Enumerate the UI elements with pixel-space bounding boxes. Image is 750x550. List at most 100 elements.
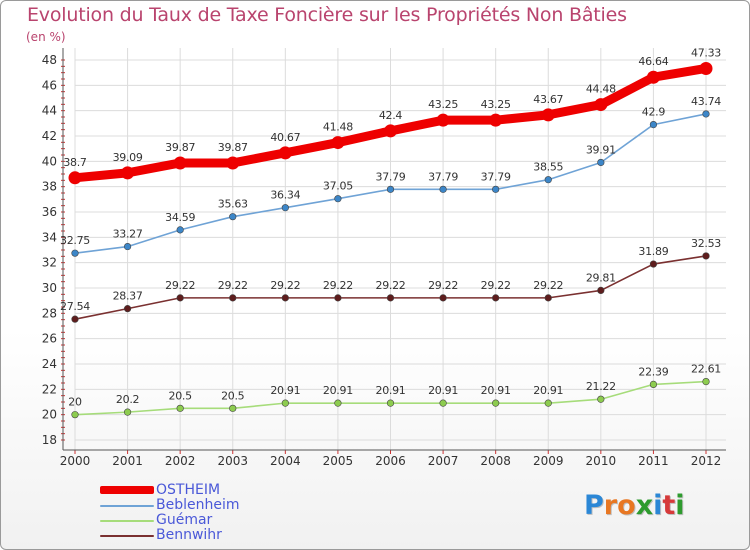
data-label-bennwihr: 31.89 (638, 245, 668, 258)
x-tick-label: 2000 (60, 454, 91, 468)
data-label-ostheim: 41.48 (323, 121, 353, 134)
legend-swatch-ostheim (100, 486, 154, 494)
data-label-beblenheim: 35.63 (218, 198, 248, 211)
data-point-gu-mar (176, 404, 184, 412)
logo-letter: o (617, 490, 636, 521)
data-label-gu-mar: 20.5 (221, 389, 245, 402)
data-point-bennwihr (386, 294, 395, 302)
y-tick-label: 42 (42, 129, 57, 143)
data-point-gu-mar (649, 380, 658, 388)
data-point-ostheim (489, 113, 503, 127)
data-point-beblenheim (71, 249, 79, 257)
data-label-beblenheim: 39.91 (586, 143, 616, 156)
data-label-gu-mar: 20.2 (116, 393, 139, 406)
x-tick-label: 2006 (375, 454, 406, 468)
data-point-ostheim (541, 108, 555, 122)
data-point-gu-mar (71, 411, 79, 419)
logo-letter: x (635, 490, 654, 521)
legend-label-gu-mar: Guémar (156, 512, 213, 528)
data-point-gu-mar (229, 404, 237, 412)
data-label-ostheim: 40.67 (270, 131, 300, 144)
data-point-beblenheim (597, 158, 605, 167)
data-label-ostheim: 43.25 (428, 98, 458, 111)
data-point-beblenheim (281, 204, 289, 212)
y-tick-label: 32 (42, 256, 57, 270)
data-label-ostheim: 39.09 (113, 151, 143, 164)
data-point-bennwihr (123, 305, 132, 313)
data-label-gu-mar: 20.91 (270, 384, 300, 397)
legend-swatch-beblenheim (100, 505, 154, 507)
y-tick-label: 48 (42, 53, 57, 67)
x-tick-label: 2002 (165, 454, 196, 468)
data-point-beblenheim (492, 185, 500, 193)
x-tick-label: 2004 (270, 454, 301, 468)
data-label-gu-mar: 20.91 (376, 384, 406, 397)
data-label-gu-mar: 20.91 (481, 384, 511, 397)
data-point-bennwihr (71, 315, 79, 323)
data-point-beblenheim (176, 226, 184, 234)
y-axis-unit-label: (en %) (26, 30, 66, 44)
data-point-bennwihr (334, 294, 342, 302)
x-tick-label: 2011 (638, 454, 669, 468)
data-label-bennwihr: 29.22 (533, 279, 563, 292)
y-tick-label: 30 (42, 281, 57, 295)
data-point-beblenheim (386, 185, 395, 193)
data-label-ostheim: 38.7 (63, 156, 87, 169)
data-label-gu-mar: 22.61 (691, 363, 721, 376)
data-label-beblenheim: 38.55 (533, 161, 563, 174)
y-tick-label: 28 (42, 306, 57, 320)
data-point-gu-mar (281, 399, 289, 407)
data-point-ostheim (68, 171, 82, 185)
data-label-beblenheim: 37.05 (323, 180, 353, 193)
data-label-beblenheim: 37.79 (376, 170, 406, 183)
data-label-gu-mar: 22.39 (638, 365, 668, 378)
data-label-bennwihr: 29.22 (481, 279, 511, 292)
legend-label-ostheim: OSTHEIM (156, 482, 221, 498)
data-label-ostheim: 42.4 (379, 109, 403, 122)
y-tick-label: 26 (42, 332, 57, 346)
data-point-bennwihr (649, 260, 658, 268)
data-label-gu-mar: 20.5 (169, 389, 193, 402)
data-point-beblenheim (649, 120, 658, 129)
data-label-ostheim: 39.87 (218, 141, 248, 154)
logo-letter: i (675, 490, 685, 521)
x-tick-label: 2012 (691, 454, 722, 468)
data-label-gu-mar: 21.22 (586, 380, 616, 393)
y-tick-label: 40 (42, 154, 57, 168)
grid (74, 48, 726, 450)
legend-swatch-bennwihr (100, 535, 154, 537)
data-label-ostheim: 43.25 (481, 98, 511, 111)
legend-swatch-gu-mar (100, 520, 154, 522)
data-point-ostheim (436, 113, 450, 127)
data-label-beblenheim: 32.75 (60, 234, 90, 247)
data-point-ostheim (121, 166, 135, 180)
data-point-ostheim (173, 156, 187, 170)
data-label-ostheim: 46.64 (638, 55, 668, 68)
logo-letter: P (584, 490, 604, 521)
data-label-bennwihr: 28.37 (113, 290, 143, 303)
logo-letter: r (603, 490, 618, 521)
data-point-gu-mar (597, 395, 605, 403)
data-label-beblenheim: 33.27 (113, 228, 143, 241)
data-label-ostheim: 39.87 (165, 141, 195, 154)
data-label-bennwihr: 29.22 (376, 279, 406, 292)
x-tick-label: 2009 (533, 454, 564, 468)
data-label-beblenheim: 37.79 (428, 170, 458, 183)
data-point-beblenheim (439, 185, 447, 193)
data-label-bennwihr: 29.22 (428, 279, 458, 292)
data-label-beblenheim: 43.74 (691, 95, 721, 108)
x-tick-label: 2007 (428, 454, 459, 468)
data-point-beblenheim (123, 242, 132, 251)
data-point-bennwihr (544, 294, 552, 302)
data-label-bennwihr: 29.22 (165, 279, 195, 292)
chart-title: Evolution du Taux de Taxe Foncière sur l… (27, 4, 627, 26)
data-point-beblenheim (229, 213, 237, 221)
data-point-ostheim (384, 124, 397, 138)
y-tick-label: 22 (42, 382, 57, 396)
data-label-bennwihr: 32.53 (691, 237, 721, 250)
data-point-ostheim (594, 98, 608, 112)
logo-letter: t (662, 490, 676, 521)
legend-label-beblenheim: Beblenheim (156, 497, 240, 513)
series-layer (68, 61, 713, 419)
